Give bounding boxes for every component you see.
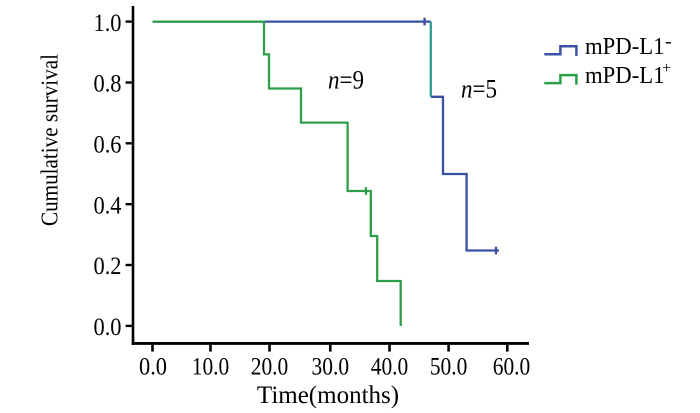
svg-text:10.0: 10.0 [192, 354, 230, 381]
svg-text:mPD-L1: mPD-L1 [585, 33, 665, 60]
svg-text:1.0: 1.0 [94, 10, 122, 37]
svg-text:+: + [662, 60, 671, 77]
svg-text:n=9: n=9 [328, 65, 364, 94]
svg-text:30.0: 30.0 [312, 354, 350, 381]
svg-text:60.0: 60.0 [493, 354, 531, 381]
svg-text:-: - [665, 30, 672, 52]
svg-text:40.0: 40.0 [371, 354, 409, 381]
svg-text:50.0: 50.0 [430, 354, 468, 381]
svg-text:0.4: 0.4 [94, 192, 122, 219]
svg-text:20.0: 20.0 [251, 354, 289, 381]
svg-text:n=5: n=5 [461, 74, 497, 103]
svg-text:0.2: 0.2 [94, 253, 122, 280]
svg-text:0.0: 0.0 [139, 354, 167, 381]
svg-text:0.6: 0.6 [94, 132, 122, 159]
svg-text:Cumulative survival: Cumulative survival [38, 54, 64, 226]
svg-text:mPD-L1: mPD-L1 [585, 62, 665, 89]
svg-text:Time(months): Time(months) [257, 382, 399, 409]
svg-text:0.0: 0.0 [94, 314, 122, 341]
svg-text:0.8: 0.8 [94, 71, 122, 98]
